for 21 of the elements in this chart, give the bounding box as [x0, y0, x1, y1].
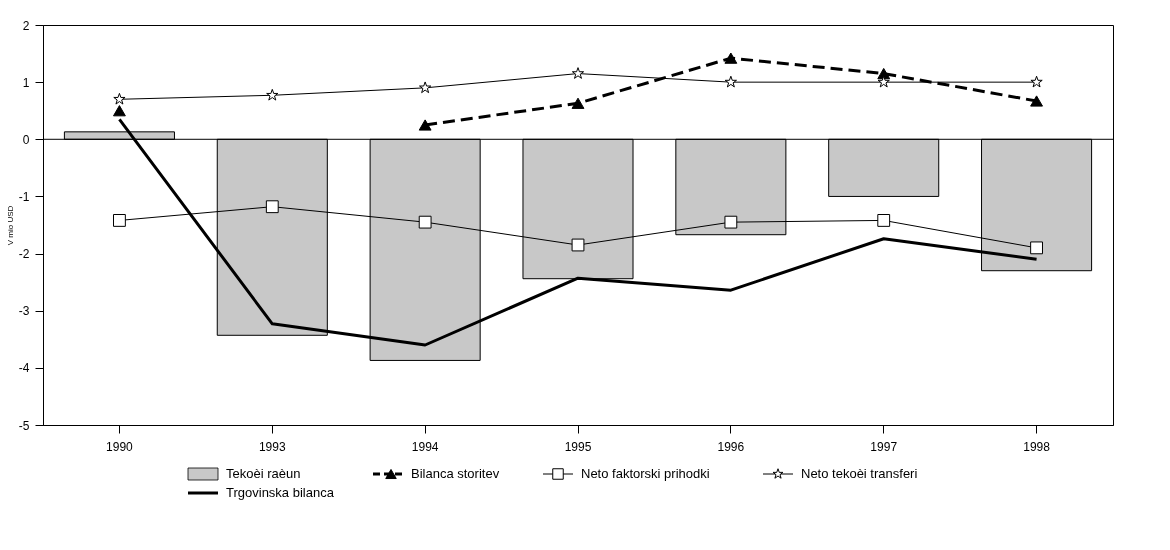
legend-label: Bilanca storitev [411, 466, 500, 481]
legend-label: Trgovinska bilanca [226, 485, 335, 500]
y-tick-label: -5 [18, 418, 30, 433]
y-tick-label: -3 [18, 304, 30, 319]
y-tick-label: 2 [22, 18, 30, 33]
y-tick-label: -1 [18, 189, 30, 204]
y-tick-label: -4 [18, 361, 30, 376]
x-tick-label: 1996 [717, 439, 745, 454]
y-tick-label: -2 [18, 247, 30, 262]
legend-label: Neto tekoèi transferi [801, 466, 918, 481]
legend-label: Tekoèi raèun [226, 466, 301, 481]
x-tick-label: 1993 [258, 439, 286, 454]
y-tick-label: 1 [22, 75, 30, 90]
x-tick-label: 1994 [411, 439, 439, 454]
x-tick-label: 1997 [870, 439, 898, 454]
x-tick-label: 1995 [564, 439, 592, 454]
x-tick-label: 1998 [1023, 439, 1051, 454]
legend-label: Neto faktorski prihodki [581, 466, 710, 481]
y-axis-title: V mio USD [5, 205, 15, 246]
x-tick-label: 1990 [106, 439, 134, 454]
y-tick-label: 0 [22, 132, 30, 147]
